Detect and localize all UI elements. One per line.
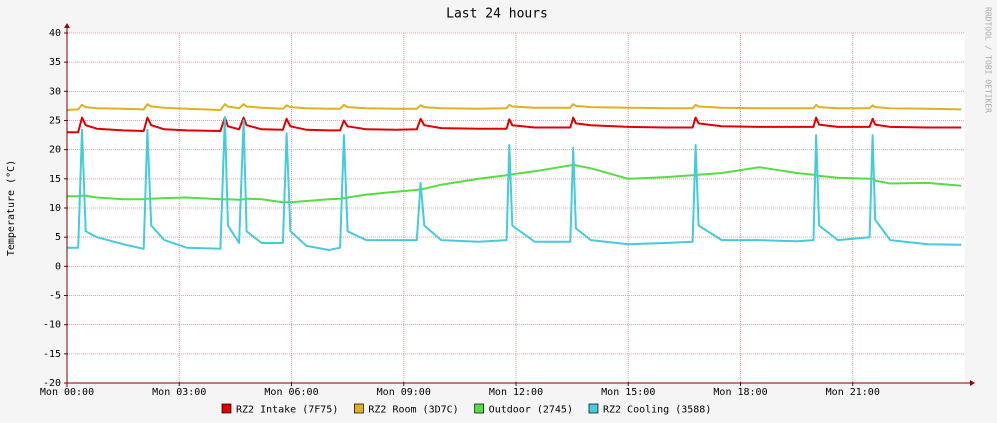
y-tick-label: -20 [43,378,61,389]
legend-label: RZ2 Cooling (3588) [603,405,711,416]
legend-swatch [354,403,364,414]
y-arrow [64,23,70,28]
x-tick-label: Mon 12:00 [489,387,543,398]
axes [64,23,975,387]
series-line [67,116,962,251]
y-tick-label: 0 [55,261,61,272]
y-tick-label: 10 [49,203,61,214]
series-line [67,116,962,134]
legend-label: RZ2 Room (3D7C) [368,405,458,416]
x-tick-label: Mon 06:00 [264,387,318,398]
x-arrow [970,380,975,386]
legend-label: Outdoor (2745) [489,405,573,416]
y-tick-label: -10 [43,320,61,331]
legend-swatch [474,403,485,414]
y-axis-label: Temperature (°C) [6,160,17,256]
side-text: RRDTOOL / TOBI OETIKER [984,7,993,113]
y-tick-label: 35 [49,57,61,68]
lines [66,103,962,251]
y-tick-label: 40 [49,28,61,39]
y-tick-label: 15 [49,174,61,185]
y-tick-label: 30 [49,86,61,97]
y-tick-label: -15 [43,349,61,360]
legend-swatch [221,403,232,414]
legend-label: RZ2 Intake (7F75) [236,405,338,416]
x-tick-label: Mon 21:00 [826,387,880,398]
x-tick-label: Mon 00:00 [40,387,94,398]
y-tick-label: -5 [49,291,61,302]
y-tick-label: 5 [55,232,61,243]
series-line [66,103,962,111]
y-tick-label: 25 [49,116,61,127]
y-tick-label: 20 [49,145,61,156]
legend-swatch [588,403,599,414]
chart-title: Last 24 hours [446,7,548,22]
x-tick-label: Mon 03:00 [152,387,206,398]
x-tick-label: Mon 15:00 [601,387,655,398]
legend: RZ2 Intake (7F75) RZ2 Room (3D7C) Outdoor … [221,403,711,416]
x-tick-label: Mon 09:00 [377,387,431,398]
x-tick-label: Mon 18:00 [713,387,767,398]
